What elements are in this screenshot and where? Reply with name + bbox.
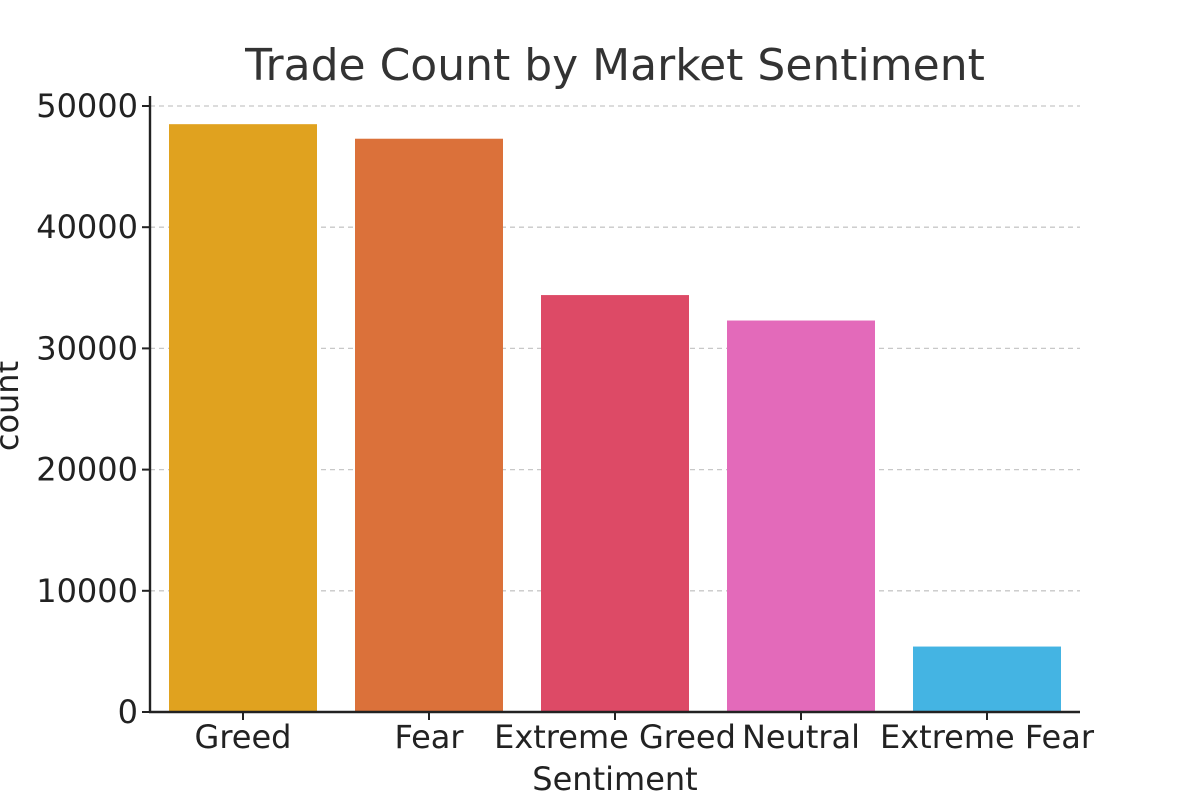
- x-tick-label: Extreme Greed: [494, 718, 736, 756]
- y-tick-label: 0: [118, 693, 138, 731]
- bars: [169, 124, 1061, 713]
- y-tick-label: 40000: [36, 208, 138, 246]
- x-tick-label: Fear: [394, 718, 464, 756]
- y-axis-label: count: [0, 361, 26, 451]
- x-tick-label: Greed: [195, 718, 292, 756]
- x-axis-label: Sentiment: [532, 760, 697, 798]
- chart-title: Trade Count by Market Sentiment: [244, 40, 985, 91]
- x-tick-label: Extreme Fear: [880, 718, 1095, 756]
- y-tick-label: 30000: [36, 329, 138, 367]
- bar: [913, 646, 1061, 712]
- x-tick-label: Neutral: [742, 718, 860, 756]
- y-tick-label: 20000: [36, 451, 138, 489]
- bar: [541, 295, 689, 712]
- y-axis: 0 10000 20000 30000 40000 50000: [36, 87, 152, 731]
- bar: [355, 138, 503, 712]
- y-tick-label: 10000: [36, 572, 138, 610]
- bar: [169, 124, 317, 713]
- y-tick-label: 50000: [36, 87, 138, 125]
- x-axis: Greed Fear Extreme Greed Neutral Extreme Fea…: [149, 710, 1095, 756]
- bar: [727, 320, 875, 712]
